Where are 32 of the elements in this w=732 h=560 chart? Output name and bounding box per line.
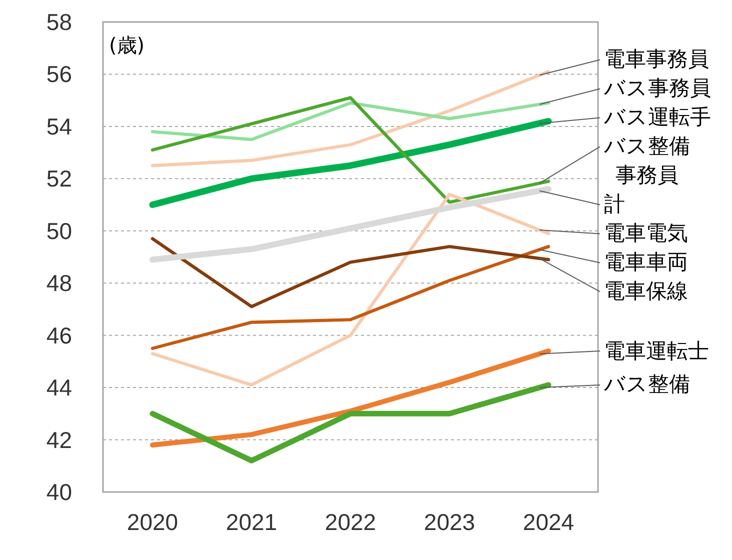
x-tick-label: 2023 [424, 509, 476, 535]
y-tick-label: 56 [46, 61, 72, 88]
text: バス整備事務員 [603, 133, 691, 190]
text: バス整備 [603, 371, 691, 398]
text: 電車電気 [603, 220, 689, 248]
y-tick-label: 50 [46, 218, 72, 244]
y-tick-label: 42 [46, 426, 72, 453]
line-series [150, 192, 550, 387]
line-series [150, 96, 550, 204]
text: 計 [603, 191, 626, 218]
text: 電車保線 [603, 278, 689, 306]
y-tick-label: 48 [46, 270, 72, 296]
y-tick-label: 40 [46, 479, 72, 505]
y-tick-label: 58 [46, 9, 72, 35]
y-axis-title: (歳) [109, 33, 145, 57]
x-tick-label: 2021 [226, 509, 278, 535]
text: 電車運転士 [603, 338, 710, 364]
y-tick-label: 54 [46, 113, 72, 140]
y-tick-label: 46 [46, 322, 72, 348]
x-tick-label: 2022 [324, 509, 376, 535]
x-tick-label: 2024 [522, 509, 574, 535]
text: 電車車両 [603, 249, 689, 276]
line-series [150, 244, 550, 350]
text: バス事務員 [603, 75, 712, 102]
text: バス運転手 [603, 104, 712, 132]
line-series [150, 237, 550, 308]
x-tick-label: 2020 [126, 509, 178, 535]
text: 電車事務員 [603, 46, 710, 74]
y-tick-label: 44 [46, 374, 72, 401]
y-tick-label: 52 [46, 166, 72, 192]
line-series [150, 70, 550, 168]
line-series [150, 101, 550, 142]
